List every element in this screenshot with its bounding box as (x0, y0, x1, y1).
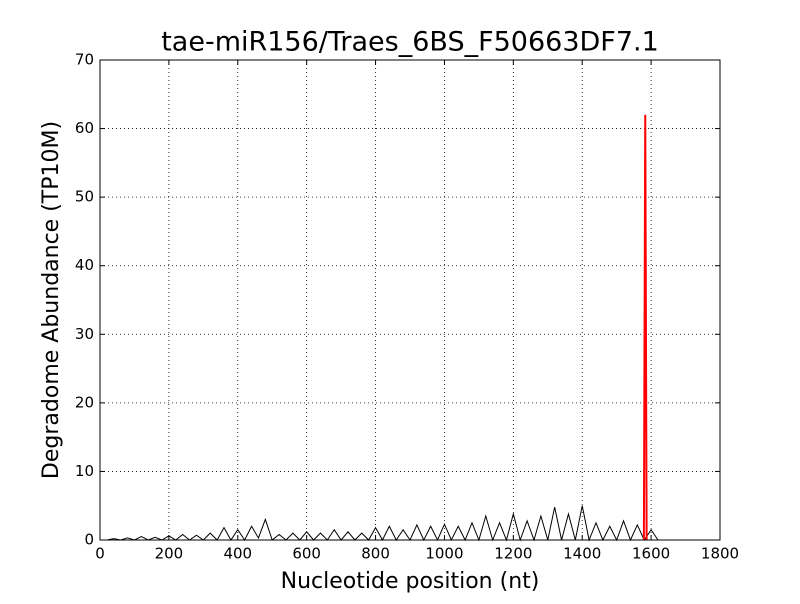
x-tick-label: 800 (361, 545, 390, 563)
chart-title: tae-miR156/Traes_6BS_F50663DF7.1 (161, 27, 659, 58)
y-tick-label: 60 (75, 119, 94, 137)
x-tick-label: 1200 (494, 545, 532, 563)
x-tick-label: 400 (223, 545, 252, 563)
y-tick-label: 30 (75, 325, 94, 343)
x-tick-label: 600 (292, 545, 321, 563)
y-tick-label: 0 (84, 531, 94, 549)
y-tick-label: 50 (75, 188, 94, 206)
x-tick-label: 0 (95, 545, 105, 563)
y-axis-label: Degradome Abundance (TP10M) (39, 121, 64, 479)
y-tick-label: 70 (75, 51, 94, 69)
x-tick-label: 1800 (701, 545, 739, 563)
x-tick-label: 1400 (563, 545, 601, 563)
x-axis-label: Nucleotide position (nt) (281, 569, 540, 594)
y-tick-label: 10 (75, 462, 94, 480)
y-tick-label: 20 (75, 393, 94, 411)
x-tick-label: 200 (155, 545, 184, 563)
data-line (642, 114, 648, 541)
y-tick-label: 40 (75, 256, 94, 274)
x-tick-label: 1000 (425, 545, 463, 563)
plot-frame (99, 59, 721, 541)
x-tick-label: 1600 (632, 545, 670, 563)
